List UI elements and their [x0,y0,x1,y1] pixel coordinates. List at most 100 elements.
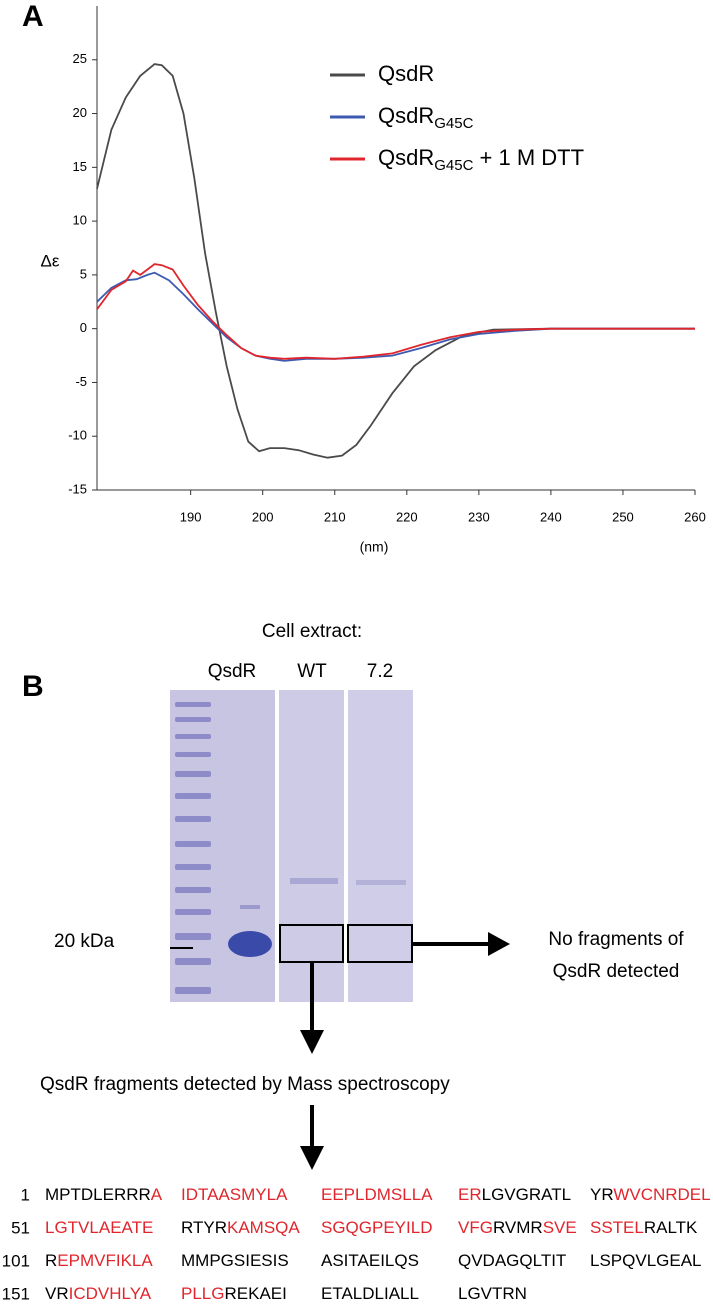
gel-lane [279,690,344,1002]
line-series [96,263,695,360]
panel-label: B [22,670,44,703]
sequence-group: ERLGVGRATL [458,1185,571,1204]
residues: RALTK [644,1218,698,1237]
lane-label: WT [297,661,327,682]
arrowhead [300,1146,324,1170]
legend-label: QsdRG45C + 1 M DTT [378,145,584,174]
y-tick-label: -15 [68,481,87,496]
arrowhead [300,1030,324,1054]
sequence-group: RTYRKAMSQA [181,1218,300,1237]
residue-number: 101 [2,1251,30,1270]
ladder-bands [175,702,211,994]
line-series [96,271,695,362]
panel-label: A [22,0,44,33]
detected-residues: A [151,1185,163,1204]
x-tick-label: 250 [612,509,634,524]
gel-lane [348,690,413,1002]
residue-number: 151 [2,1284,30,1303]
x-axis-label: (nm) [360,539,389,555]
sequence-group: VRICDVHLYA [45,1284,152,1303]
residues: LGVTRN [458,1284,527,1303]
sequence-group: MMPGSIESIS [181,1251,289,1270]
residues: REKAEI [224,1284,286,1303]
residues: MPTDLERRR [45,1185,151,1204]
y-axis-label: Δε [41,251,60,270]
x-tick-label: 200 [252,509,274,524]
detected-residues: PLLG [181,1284,224,1303]
x-tick-label: 190 [180,509,202,524]
sequence-group: SGQGPEYILD [321,1218,432,1237]
detected-residues: IDTAASMYLA [181,1185,288,1204]
arrowhead [488,932,510,956]
sequence-group: MPTDLERRRA [45,1185,163,1204]
sequence-group: ASITAEILQS [321,1251,419,1270]
residues: RVMR [493,1218,543,1237]
sequence-group: QVDAGQLTIT [458,1251,566,1270]
legend-subscript: G45C [434,115,473,132]
y-tick-label: -10 [68,428,87,443]
residues: R [45,1251,57,1270]
detected-residues: EEPLDMSLLA [321,1185,433,1204]
y-tick-label: 20 [73,105,87,120]
sequence-group: ETALDLIALL [321,1284,419,1303]
sequence-group: LSPQVLGEAL [590,1251,702,1270]
sequence-group: IDTAASMYLA [181,1185,288,1204]
residues: LGVGRATL [482,1185,571,1204]
legend-name: QsdR [378,103,434,128]
residues: ETALDLIALL [321,1284,419,1303]
detected-residues: ICDVHLYA [69,1284,152,1303]
lane-label: QsdR [208,661,257,682]
faint-band [356,880,406,885]
legend-label: QsdR [378,61,434,86]
x-tick-label: 220 [396,509,418,524]
x-tick-label: 210 [324,509,346,524]
detected-residues: LGTVLAEATE [45,1218,153,1237]
sequence-group: EEPLDMSLLA [321,1185,433,1204]
residues: VR [45,1284,69,1303]
faint-band [290,878,338,884]
residues: ASITAEILQS [321,1251,419,1270]
sequence-group: PLLGREKAEI [181,1284,287,1303]
sequence-group: LGVTRN [458,1284,527,1303]
residues: QVDAGQLTIT [458,1251,566,1270]
box [347,924,413,963]
residues: RTYR [181,1218,227,1237]
line-series [96,63,695,459]
detected-residues: EPMVFIKLA [57,1251,153,1270]
detected-residues: ER [458,1185,482,1204]
note: QsdR detected [553,961,680,982]
residues: YR [590,1185,613,1204]
sequence-group: VFGRVMRSVE [458,1218,577,1237]
legend-subscript: G45C [434,157,473,174]
legend-label: QsdRG45C [378,103,474,132]
note: No fragments of [548,929,684,950]
sequence-group: YRWVCNRDEL [590,1185,711,1204]
x-tick-label: 260 [684,509,706,524]
residues: LSPQVLGEAL [590,1251,702,1270]
detected-residues: SGQGPEYILD [321,1218,432,1237]
detected-residues: SSTEL [590,1218,644,1237]
faint-band [240,905,260,909]
residue-number: 1 [21,1185,30,1204]
residue-number: 51 [11,1218,30,1237]
sequence-group: LGTVLAEATE [45,1218,153,1237]
y-tick-label: 5 [80,266,87,281]
cell-extract-label: Cell extract: [262,621,362,642]
lane-label: 7.2 [367,661,393,682]
residues: MMPGSIESIS [181,1251,289,1270]
legend-name: QsdR [378,61,434,86]
detected-residues: VFG [458,1218,493,1237]
caption: QsdR fragments detected by Mass spectros… [40,1074,450,1095]
y-tick-label: 0 [80,320,87,335]
legend-suffix: + 1 M DTT [473,145,584,170]
y-tick-label: 10 [73,213,87,228]
legend-name: QsdR [378,145,434,170]
x-tick-label: 230 [468,509,490,524]
x-tick-label: 240 [540,509,562,524]
detected-residues: KAMSQA [227,1218,300,1237]
y-tick-label: -5 [75,374,87,389]
y-tick-label: 15 [73,159,87,174]
gel [170,690,510,1170]
protein-band [228,931,272,957]
